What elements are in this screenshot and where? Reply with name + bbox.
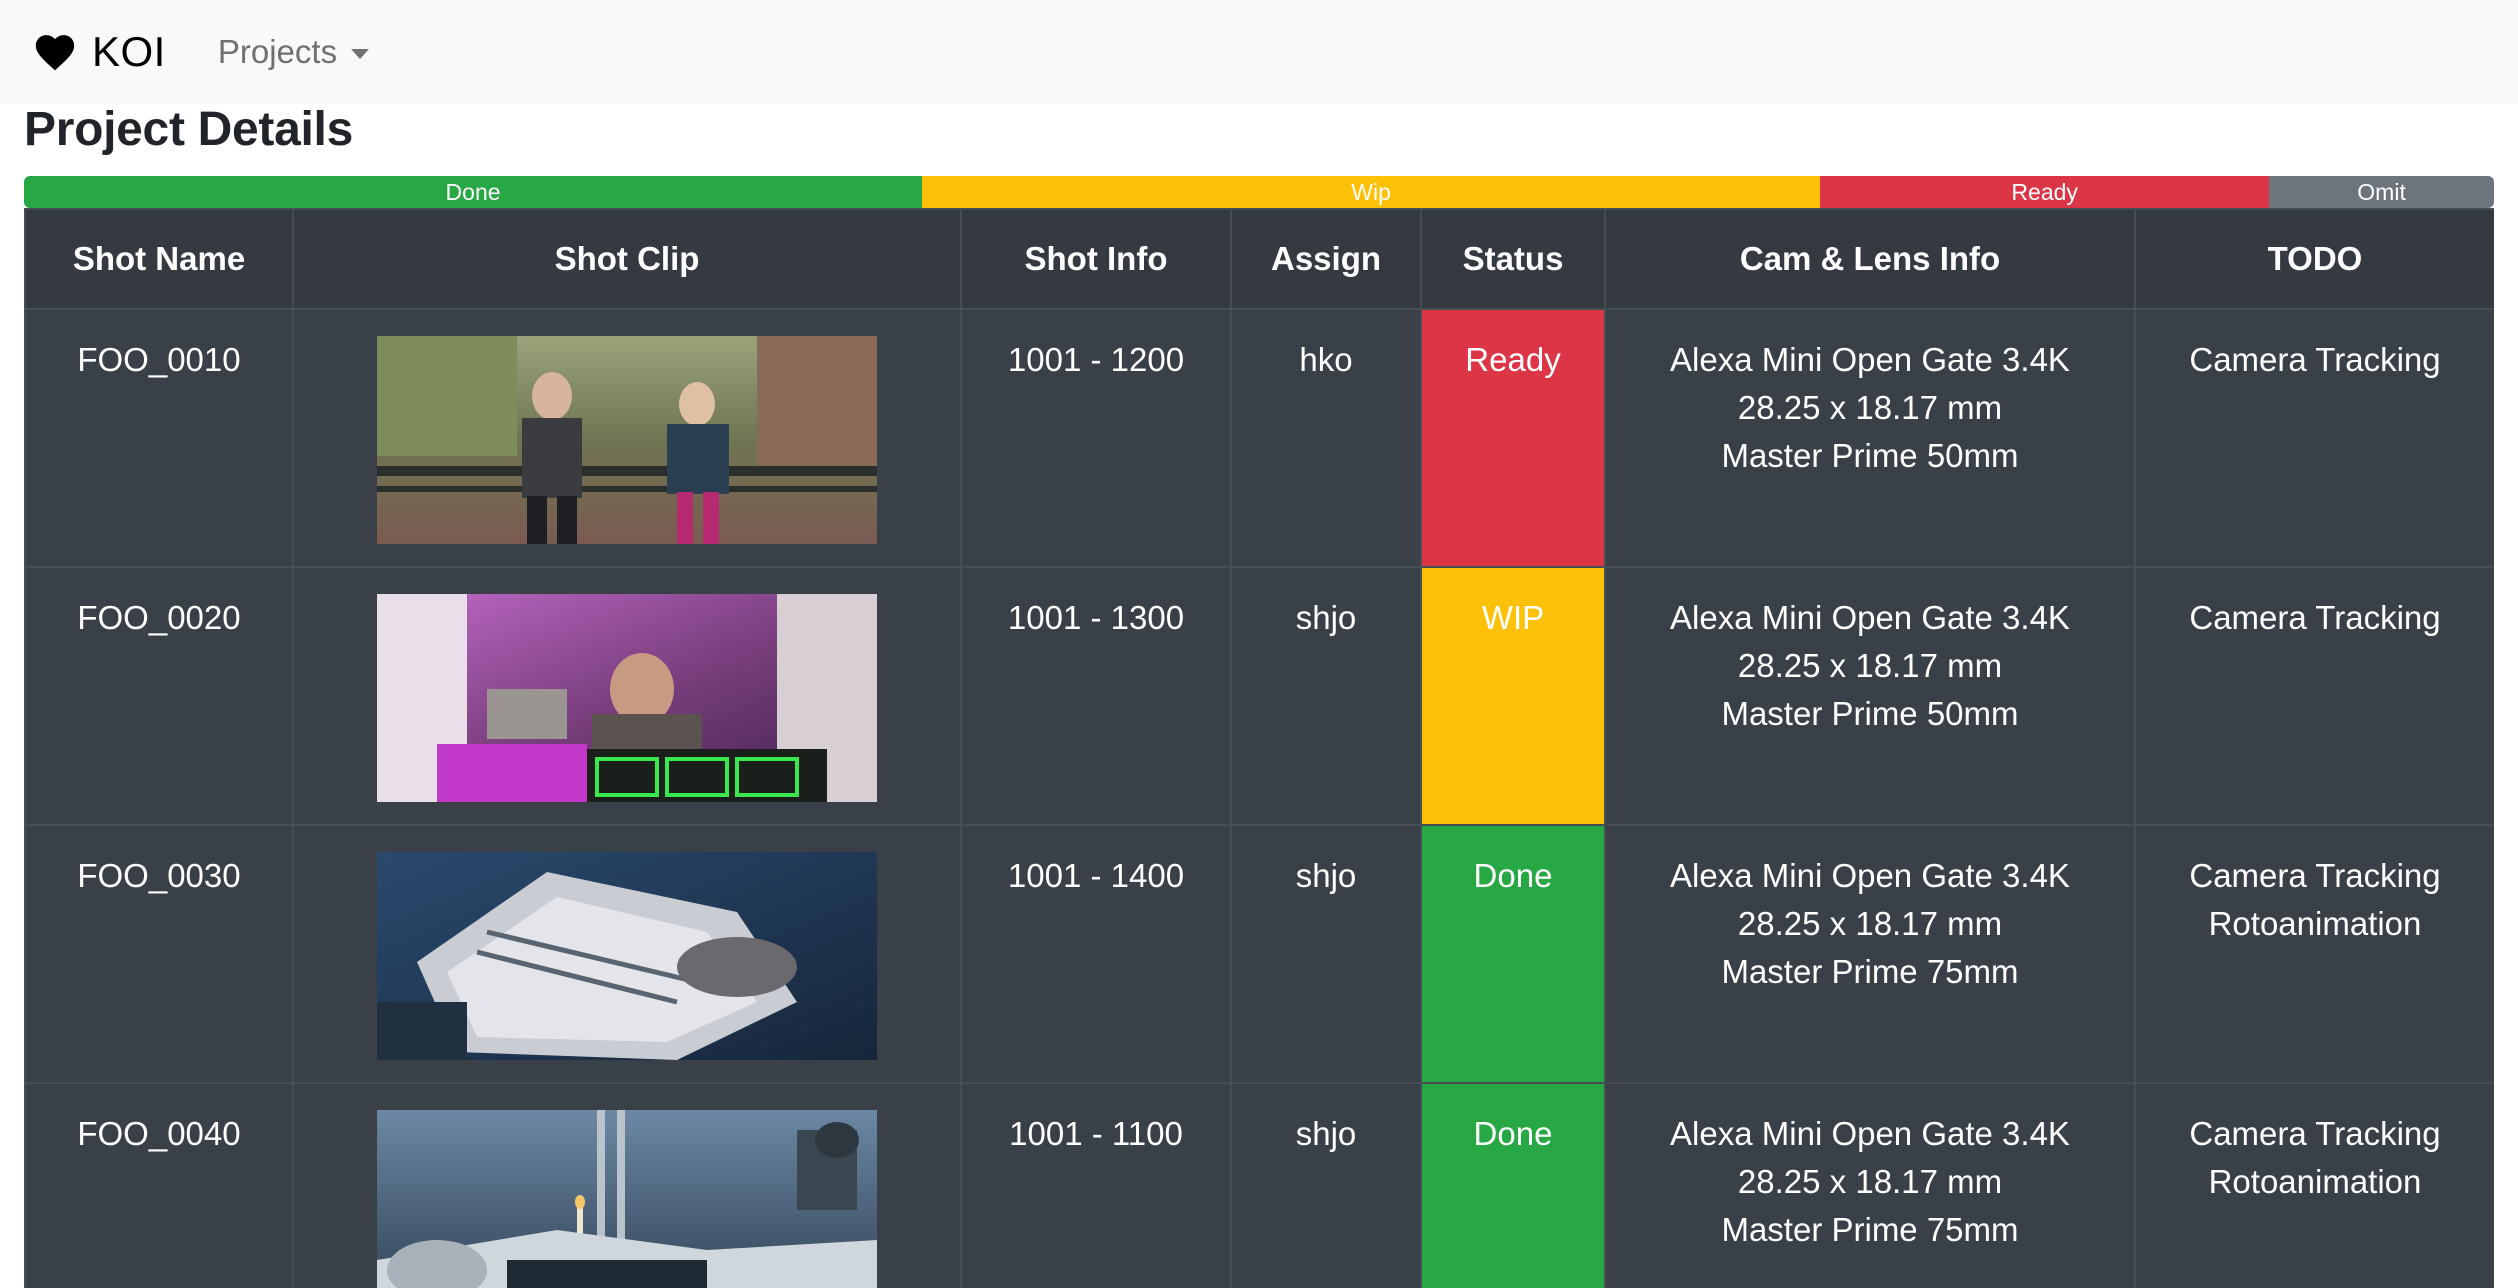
shot-thumbnail[interactable] [377,1110,877,1288]
header-assign[interactable]: Assign [1230,208,1422,310]
table-row[interactable]: FOO_0020 [24,566,2494,826]
table-header-row: Shot Name Shot Clip Shot Info Assign Sta… [24,208,2494,310]
header-shot-name[interactable]: Shot Name [24,208,294,310]
sensor-size: 28.25 x 18.17 mm [1737,389,2003,426]
shot-clip-cell [292,1082,962,1288]
cam-lens-cell: Alexa Mini Open Gate 3.4K 28.25 x 18.17 … [1604,824,2136,1084]
shot-clip-cell [292,566,962,826]
header-todo[interactable]: TODO [2134,208,2494,310]
todo-cell: Camera Tracking Rotoanimation [2134,1082,2494,1288]
header-status[interactable]: Status [1420,208,1606,310]
shot-info-cell: 1001 - 1100 [960,1082,1232,1288]
shot-name-cell[interactable]: FOO_0020 [24,566,294,826]
navbar: KOI Projects [0,0,2518,104]
todo-item: Camera Tracking [2189,599,2441,636]
lens: Master Prime 75mm [1721,1211,2019,1248]
shot-info-cell: 1001 - 1400 [960,824,1232,1084]
status-progress-bar: Done Wip Ready Omit [24,176,2494,208]
progress-segment-ready: Ready [1820,176,2270,208]
table-row[interactable]: FOO_0030 [24,824,2494,1084]
todo-cell: Camera Tracking [2134,566,2494,826]
lens: Master Prime 75mm [1721,953,2019,990]
shots-table-container: Shot Name Shot Clip Shot Info Assign Sta… [24,208,2494,1288]
cam-lens-cell: Alexa Mini Open Gate 3.4K 28.25 x 18.17 … [1604,566,2136,826]
progress-segment-wip: Wip [922,176,1821,208]
caret-down-icon [351,49,370,59]
header-shot-info[interactable]: Shot Info [960,208,1232,310]
todo-item: Camera Tracking [2189,1115,2441,1152]
shot-thumbnail[interactable] [377,594,877,802]
status-cell[interactable]: Done [1420,824,1606,1084]
todo-item: Camera Tracking [2189,341,2441,378]
header-shot-clip[interactable]: Shot Clip [292,208,962,310]
lens: Master Prime 50mm [1721,437,2019,474]
assign-cell[interactable]: shjo [1230,1082,1422,1288]
camera-model: Alexa Mini Open Gate 3.4K [1670,1115,2070,1152]
sensor-size: 28.25 x 18.17 mm [1737,905,2003,942]
page-title: Project Details [24,103,353,156]
camera-model: Alexa Mini Open Gate 3.4K [1670,599,2070,636]
cam-lens-cell: Alexa Mini Open Gate 3.4K 28.25 x 18.17 … [1604,308,2136,568]
camera-model: Alexa Mini Open Gate 3.4K [1670,341,2070,378]
header-cam-lens-info[interactable]: Cam & Lens Info [1604,208,2136,310]
shot-thumbnail[interactable] [377,336,877,544]
table-row[interactable]: FOO_0040 [24,1082,2494,1288]
shot-info-cell: 1001 - 1200 [960,308,1232,568]
todo-item: Rotoanimation [2208,1163,2422,1200]
todo-item: Rotoanimation [2208,905,2422,942]
status-cell[interactable]: Done [1420,1082,1606,1288]
shot-name-cell[interactable]: FOO_0030 [24,824,294,1084]
shot-clip-cell [292,824,962,1084]
todo-cell: Camera Tracking [2134,308,2494,568]
shot-clip-cell [292,308,962,568]
status-cell[interactable]: Ready [1420,308,1606,568]
assign-cell[interactable]: shjo [1230,824,1422,1084]
brand-label: KOI [92,28,166,75]
heart-icon [32,29,78,75]
shot-name-cell[interactable]: FOO_0040 [24,1082,294,1288]
todo-cell: Camera Tracking Rotoanimation [2134,824,2494,1084]
shot-name-cell[interactable]: FOO_0010 [24,308,294,568]
status-cell[interactable]: WIP [1420,566,1606,826]
projects-dropdown[interactable]: Projects [217,33,370,71]
projects-dropdown-label: Projects [217,33,338,70]
todo-item: Camera Tracking [2189,857,2441,894]
progress-segment-done: Done [24,176,923,208]
camera-model: Alexa Mini Open Gate 3.4K [1670,857,2070,894]
cam-lens-cell: Alexa Mini Open Gate 3.4K 28.25 x 18.17 … [1604,1082,2136,1288]
sensor-size: 28.25 x 18.17 mm [1737,1163,2003,1200]
progress-segment-omit: Omit [2269,176,2494,208]
sensor-size: 28.25 x 18.17 mm [1737,647,2003,684]
assign-cell[interactable]: hko [1230,308,1422,568]
shot-thumbnail[interactable] [377,852,877,1060]
lens: Master Prime 50mm [1721,695,2019,732]
brand-link[interactable]: KOI [32,28,166,76]
assign-cell[interactable]: shjo [1230,566,1422,826]
table-row[interactable]: FOO_0010 [24,308,2494,568]
shots-table: Shot Name Shot Clip Shot Info Assign Sta… [24,208,2494,1288]
shot-info-cell: 1001 - 1300 [960,566,1232,826]
